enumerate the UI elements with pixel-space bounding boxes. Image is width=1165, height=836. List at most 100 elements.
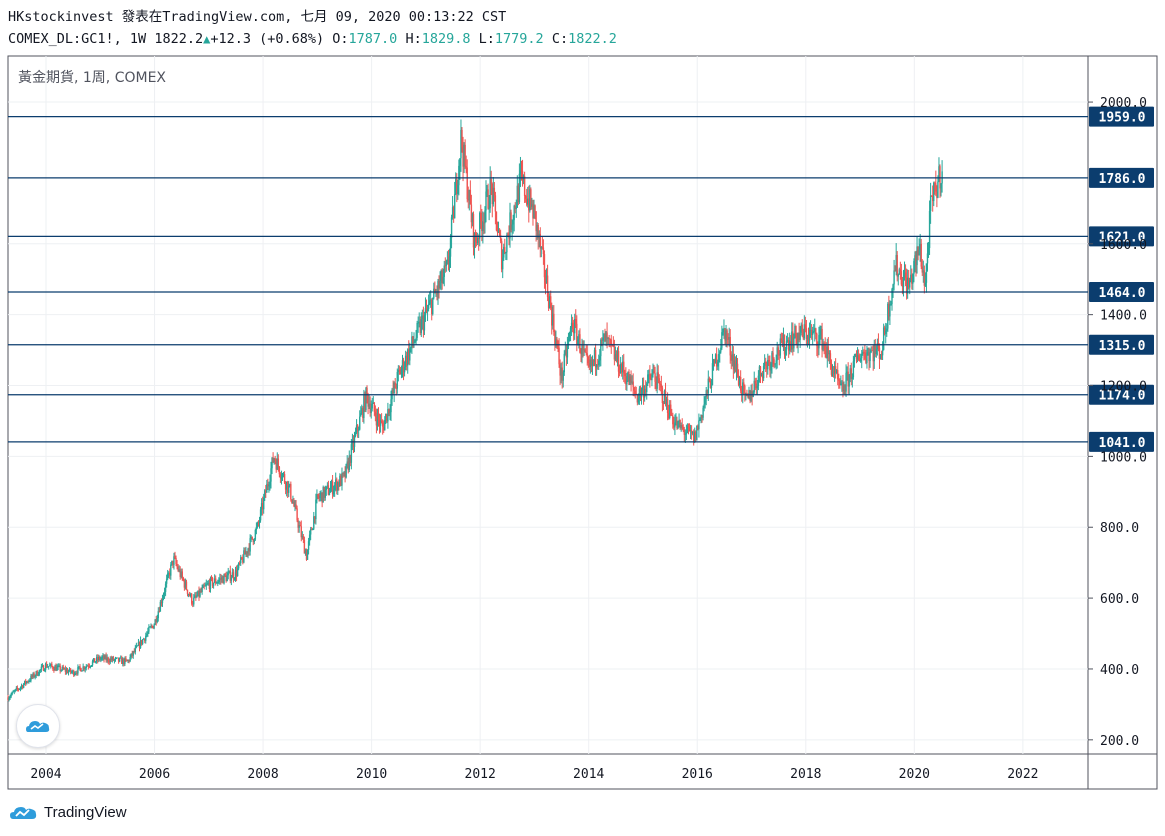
candle-down — [160, 601, 163, 604]
candle-down — [487, 189, 489, 209]
candle-down — [383, 426, 385, 431]
candle-up — [428, 300, 431, 305]
price-change: +12.3 (+0.68%) — [210, 31, 325, 47]
candle-up — [82, 666, 84, 671]
candle-up — [124, 658, 126, 665]
candle-up — [427, 304, 430, 310]
candle-up — [354, 432, 357, 436]
candle-down — [296, 508, 298, 521]
candle-up — [552, 313, 554, 326]
candle-up — [145, 635, 147, 641]
candle-up — [260, 503, 263, 510]
candle-down — [504, 246, 506, 253]
candle-down — [220, 578, 222, 580]
candle-down — [336, 479, 338, 491]
series-legend: 黃金期貨, 1周, COMEX — [18, 69, 166, 86]
candle-down — [727, 338, 729, 340]
candle-up — [20, 685, 23, 688]
candle-up — [54, 666, 56, 671]
candle-up — [218, 579, 220, 582]
y-tick-label: 600.0 — [1100, 592, 1139, 607]
candle-down — [541, 246, 544, 248]
candle-down — [7, 697, 9, 701]
candle-up — [703, 404, 705, 408]
brand-footer[interactable]: TradingView — [10, 800, 127, 824]
candle-up — [217, 581, 219, 583]
candle-down — [632, 381, 634, 388]
candle-down — [211, 578, 214, 586]
candle-up — [161, 598, 164, 604]
close-value: 1822.2 — [568, 31, 617, 47]
candle-down — [507, 234, 509, 236]
candle-down — [208, 582, 211, 589]
candle-up — [756, 385, 759, 389]
candle-up — [704, 397, 706, 405]
x-tick-label: 2008 — [247, 767, 278, 782]
candle-down — [576, 323, 578, 345]
candle-up — [890, 304, 892, 305]
candle-down — [615, 354, 618, 361]
candle-down — [679, 419, 681, 429]
candle-down — [588, 363, 591, 367]
candle-down — [381, 422, 384, 427]
candle-down — [158, 611, 161, 613]
low-label: L: — [478, 31, 495, 47]
candle-down — [530, 189, 532, 207]
candle-down — [317, 494, 319, 497]
candle-down — [456, 179, 458, 194]
candle-down — [857, 355, 860, 361]
candle-up — [707, 378, 710, 394]
candle-up — [153, 624, 155, 629]
candle-up — [875, 349, 878, 355]
candle-down — [477, 237, 480, 239]
candle-up — [77, 667, 79, 674]
candle-up — [385, 413, 387, 421]
candle-up — [50, 663, 52, 666]
candle-up — [583, 349, 585, 351]
time-axis[interactable]: 2004 2006 2008 2010 2012 2014 2016 2018 2020 2022 — [30, 767, 1038, 782]
candle-down — [311, 529, 313, 531]
candle-up — [357, 429, 360, 431]
candle-up — [114, 657, 117, 660]
candle-down — [151, 625, 153, 627]
candle-up — [35, 671, 37, 676]
candle-down — [594, 349, 597, 368]
level-label-badge — [1089, 384, 1154, 405]
candle-up — [602, 337, 604, 341]
candle-up — [887, 303, 889, 329]
candle-up — [782, 334, 785, 347]
candle-up — [127, 660, 129, 662]
candle-up — [120, 657, 122, 659]
candle-up — [58, 665, 60, 667]
candle-down — [609, 338, 611, 340]
candle-down — [144, 638, 146, 641]
candle-down — [257, 522, 260, 524]
candle-up — [171, 560, 173, 565]
candle-up — [202, 585, 204, 588]
candle-up — [289, 484, 291, 486]
candle-down — [858, 360, 861, 362]
candle-up — [460, 129, 462, 159]
candle-up — [228, 570, 230, 573]
candle-up — [605, 332, 607, 342]
candle-down — [824, 344, 826, 351]
horizontal-levels[interactable]: 1959.0 1786.0 1621.0 1464.0 1315.0 1174.0 1041… — [8, 106, 1154, 452]
candle-up — [891, 289, 893, 305]
candle-down — [31, 675, 33, 678]
candle-down — [80, 668, 82, 672]
candle-down — [539, 233, 541, 249]
candle-down — [772, 352, 774, 360]
candle-down — [369, 403, 371, 413]
candle-down — [412, 336, 414, 344]
tradingview-badge[interactable] — [16, 704, 60, 748]
candle-up — [333, 485, 336, 490]
candle-up — [216, 582, 218, 584]
candle-up — [433, 288, 435, 298]
candle-up — [895, 255, 897, 272]
candle-down — [105, 655, 107, 661]
candle-up — [637, 397, 640, 403]
price-axis[interactable]: 200.0 400.0 600.0 800.0 1000.0 1200.0 1400.0 16… — [1088, 96, 1147, 749]
candle-down — [874, 345, 876, 355]
candle-up — [854, 353, 857, 357]
